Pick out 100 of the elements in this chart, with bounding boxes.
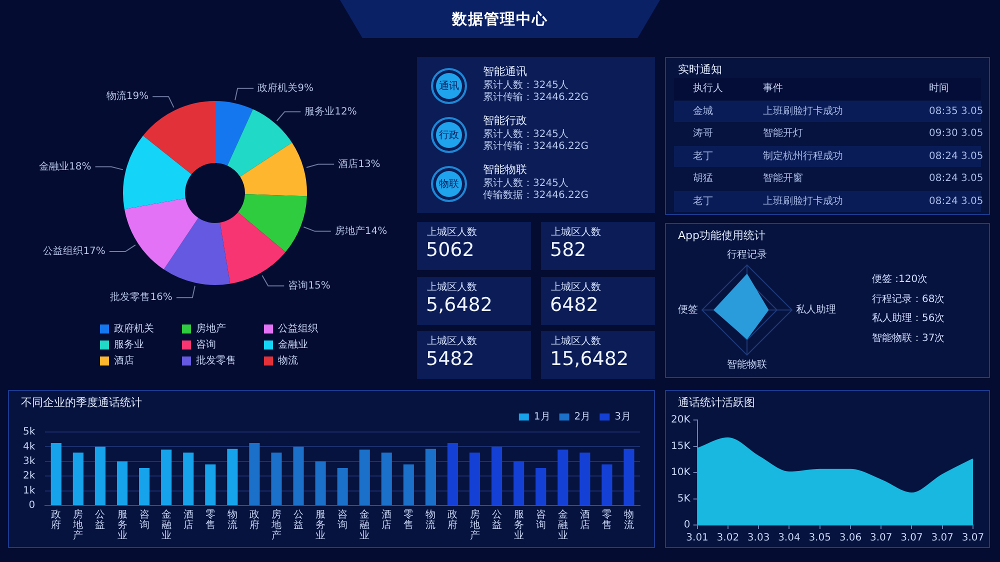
text: 老丁 [693,150,713,162]
bar [602,464,612,505]
text: 上城区人数 [551,227,601,238]
x-tick-label: 物流 [426,509,436,531]
spoke-label: 行程记录 [727,248,767,261]
x-tick-label: 3.02 [716,532,740,544]
bar [514,461,524,505]
bar [580,452,590,505]
x-tick-label: 房地产 [72,508,84,542]
bar [469,452,480,505]
text: 5482 [426,348,474,370]
legend-label: 房地产 [196,322,226,335]
text: 智能物联：37次 [872,332,945,344]
y-tick-label: 3k [22,456,36,467]
x-tick-label: 政府 [448,509,458,531]
text: 上城区人数 [427,336,477,347]
text: 累计人数：3245人 [483,178,568,189]
y-tick-label: 0 [684,520,690,531]
text: 累计人数：3245人 [483,80,568,91]
text: 智能行政 [483,114,527,127]
x-tick-label: 公益 [492,508,502,531]
x-tick-label: 服务业 [117,509,128,542]
text: 6482 [550,294,598,316]
x-tick-label: 政府 [249,509,260,531]
x-tick-label: 物流 [624,509,634,531]
text: 智能开窗 [763,173,803,185]
category-label: 物流19% [106,91,149,102]
text: 累计人数：3245人 [483,129,568,140]
legend-label: 2月 [574,412,591,423]
text: 08:24 3.05 [929,150,984,162]
bar [205,464,216,505]
text: 08:24 3.05 [929,196,984,208]
chart-title: 通话统计活跃图 [678,396,755,410]
text: 老丁 [693,196,713,208]
text: 行程记录：68次 [872,294,945,306]
legend-label: 3月 [614,412,632,423]
x-tick-label: 咨询 [536,508,546,531]
text: 582 [550,239,586,261]
text: 上城区人数 [551,282,601,292]
y-tick-label: 1k [22,485,36,496]
spoke-label: 便签 [678,304,698,316]
text: 上城区人数 [551,336,601,347]
legend-label: 1月 [534,412,550,423]
x-tick-label: 物流 [227,509,238,531]
x-tick-label: 酒店 [183,508,194,531]
bar [227,448,238,505]
y-tick-label: 0 [28,500,36,512]
x-tick-label: 3.07 [962,532,984,544]
bar [447,443,458,505]
bar [161,450,172,505]
x-tick-label: 金融业 [360,508,370,542]
text: 15,6482 [550,348,629,370]
y-tick-label: 4k [22,441,36,452]
category-label: 批发零售16% [110,292,172,304]
text: 涛哥 [693,128,713,140]
category-label: 服务业12% [304,106,357,118]
circle-badge: 通讯 [431,68,467,104]
text: 08:35 3.05 [929,106,984,118]
text: 09:30 3.05 [929,128,984,140]
bar [492,446,502,505]
text: 5,6482 [426,294,492,316]
text: 数据管理中心 [452,10,548,28]
x-tick-label: 房地产 [270,508,282,542]
bar [183,452,194,505]
text: 智能通讯 [483,65,527,78]
x-tick-label: 政府 [51,509,62,531]
x-tick-label: 3.05 [808,532,831,544]
category-label: 咨询15% [288,280,330,292]
y-tick-label: 5k [22,426,36,438]
x-tick-label: 3.07 [931,532,954,544]
x-tick-label: 3.07 [900,532,923,544]
category-label: 金融业18% [39,161,92,172]
x-tick-label: 零售 [404,509,414,531]
x-tick-label: 3.06 [839,532,862,544]
spoke-label: 私人助理 [796,304,836,316]
y-tick-label: 2k [22,470,36,482]
text: 累计传输：32446.22G [483,92,588,103]
text: 上班刷脸打卡成功 [763,196,843,208]
circle-badge: 行政 [431,117,467,153]
legend-label: 金融业 [278,338,308,351]
text: 上城区人数 [427,227,477,238]
spoke-label: 智能物联 [727,358,767,371]
text: 累计传输：32446.22G [483,141,588,152]
text: 智能物联 [483,163,527,176]
category-label: 房地产14% [334,226,388,237]
text: 上班刷脸打卡成功 [763,106,843,118]
x-tick-label: 服务业 [316,509,326,542]
bar [337,468,348,505]
bar [271,452,282,505]
text: 执行人 [693,83,723,95]
x-tick-label: 酒店 [580,508,590,531]
legend-label: 服务业 [114,338,144,351]
x-tick-label: 咨询 [338,508,348,531]
x-tick-label: 公益 [294,508,304,531]
text: 制定杭州行程成功 [763,150,843,162]
bar [403,464,414,505]
text: 时间 [929,83,949,95]
text: 私人助理：56次 [872,313,945,325]
bar [425,448,436,505]
category-label: 酒店13% [338,158,380,170]
